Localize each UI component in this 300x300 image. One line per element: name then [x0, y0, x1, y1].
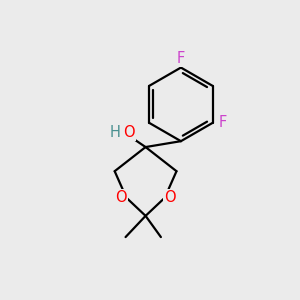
- Text: F: F: [219, 115, 227, 130]
- Text: F: F: [177, 51, 185, 66]
- Text: O: O: [164, 190, 176, 205]
- Text: O: O: [123, 125, 135, 140]
- Text: O: O: [115, 190, 127, 205]
- Text: H: H: [110, 125, 120, 140]
